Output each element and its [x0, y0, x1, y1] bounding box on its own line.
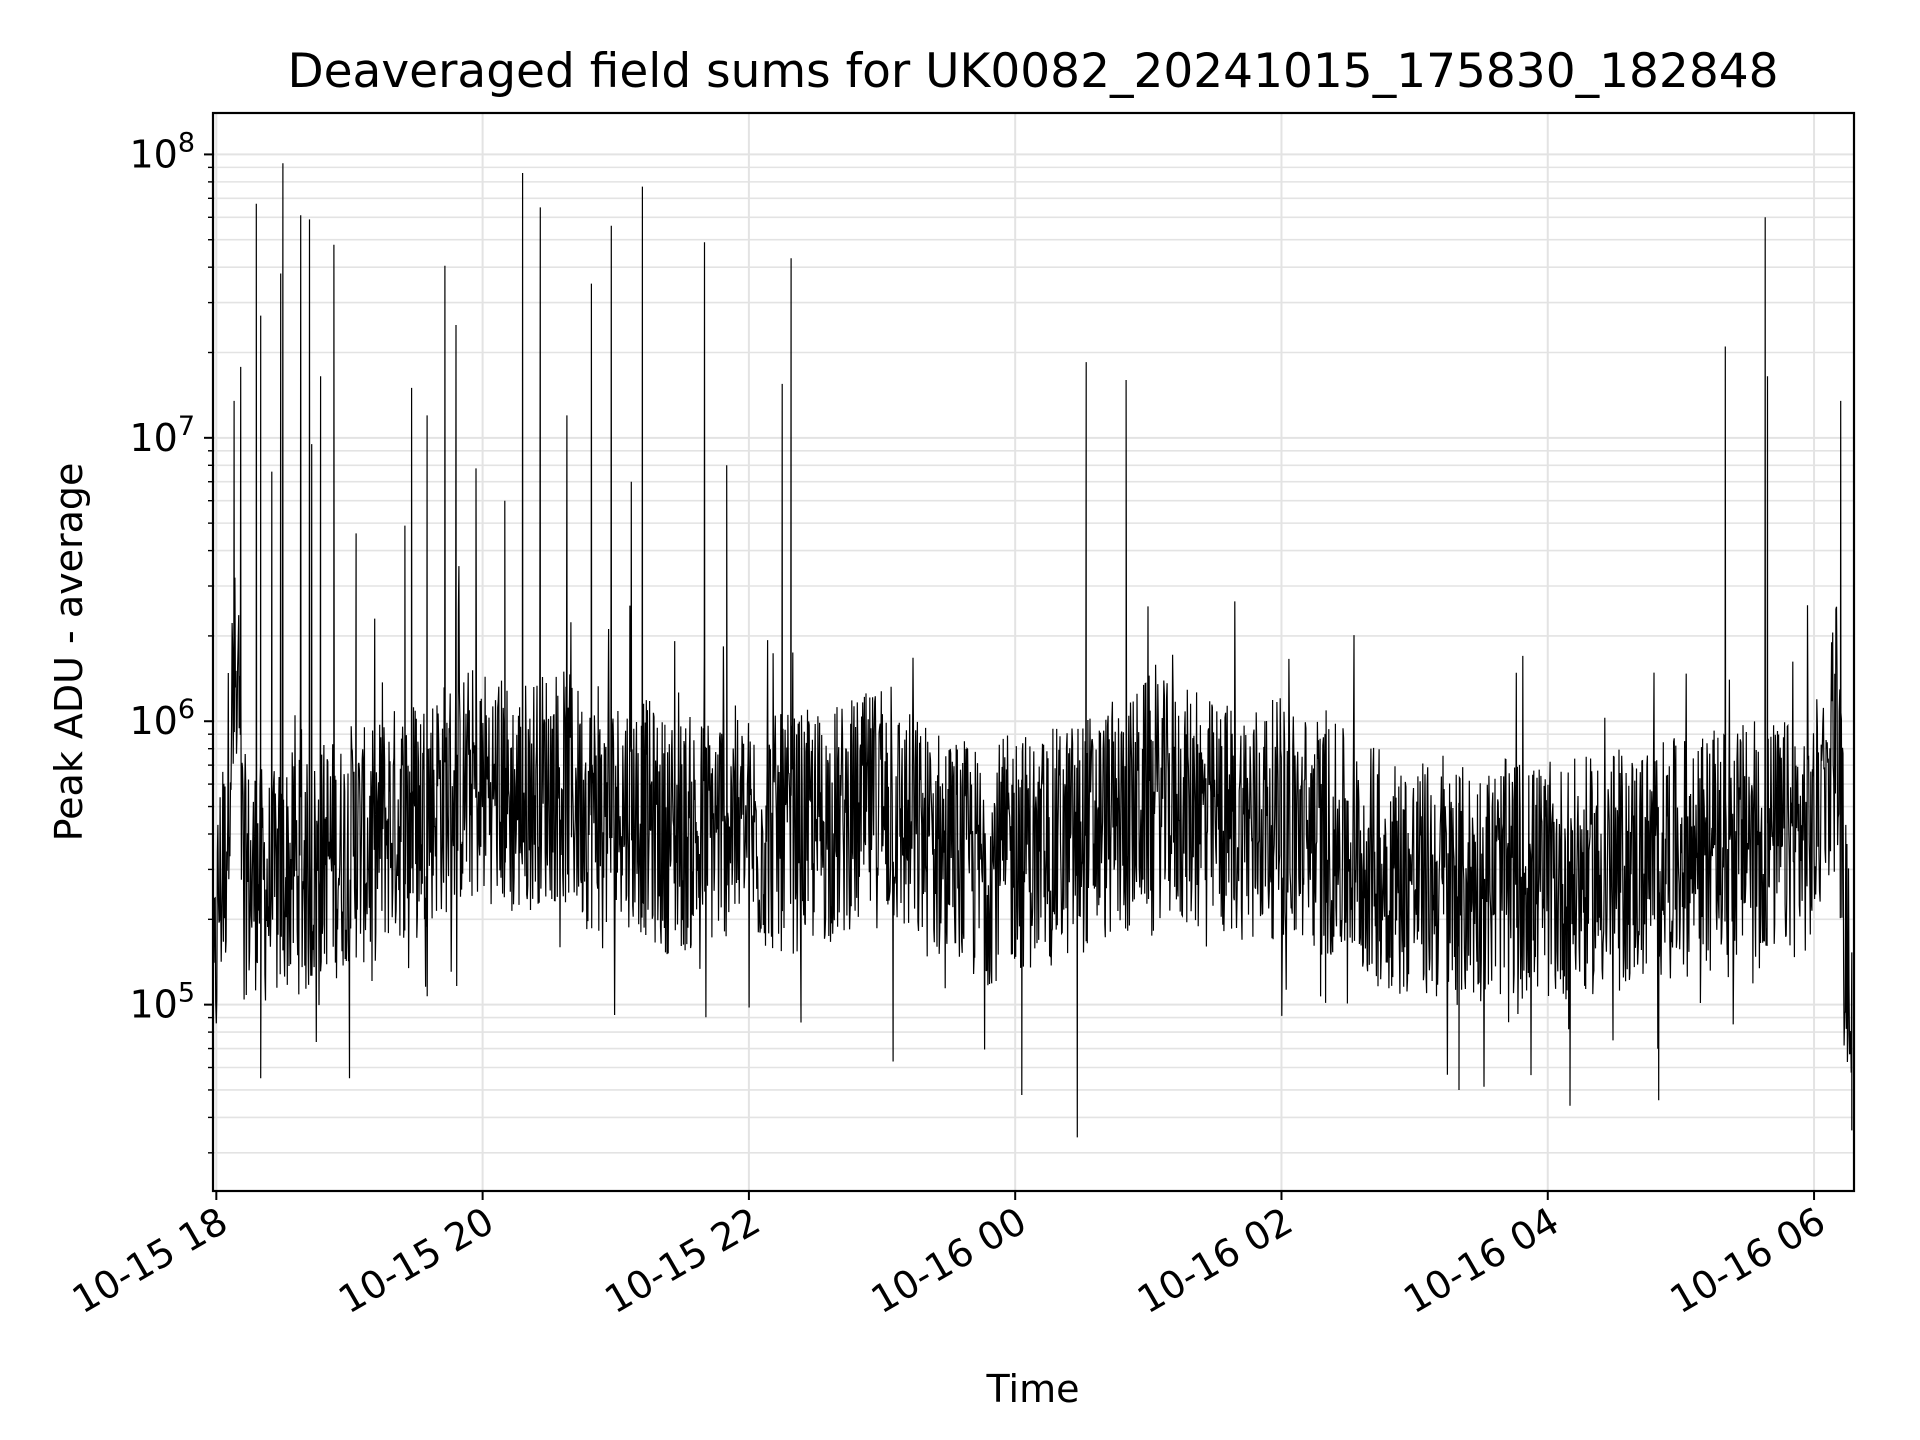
- plot-content: [213, 163, 1853, 1138]
- y-axis-label: Peak ADU - average: [47, 463, 91, 842]
- y-axis: 108 107 106 105: [129, 127, 213, 1154]
- plot-frame: [211, 111, 1856, 1193]
- chart-title: Deaveraged field sums for UK0082_2024101…: [287, 44, 1778, 99]
- y-tick-label: 107: [129, 411, 195, 460]
- y-tick-label: 106: [129, 694, 195, 743]
- y-tick-label: 108: [129, 127, 195, 176]
- data-series-line: [213, 163, 1853, 1138]
- x-axis-label: Time: [986, 1367, 1080, 1411]
- y-tick-label: 105: [129, 978, 195, 1027]
